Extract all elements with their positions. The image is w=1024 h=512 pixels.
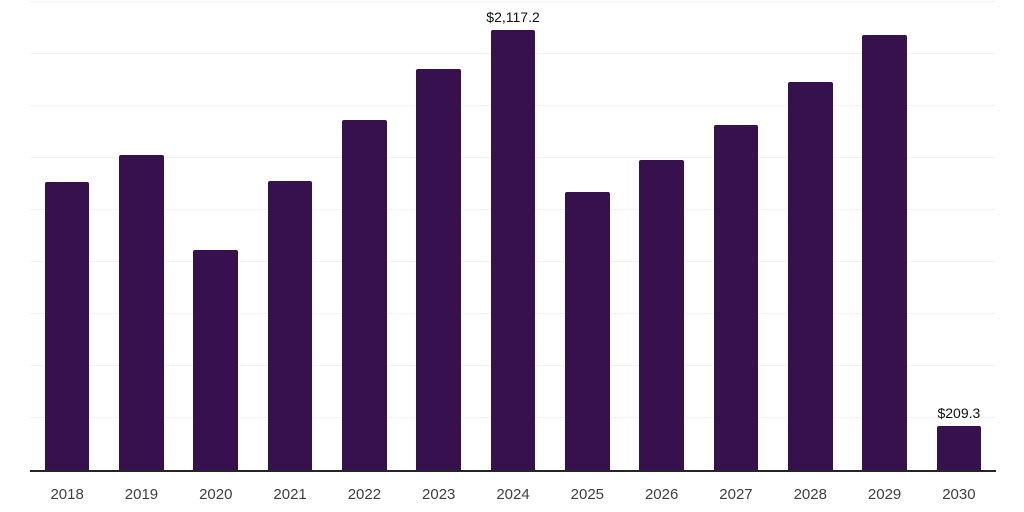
bar-slot-2021 bbox=[253, 2, 327, 470]
bar-slot-2030: $209.3 bbox=[922, 2, 996, 470]
plot-area: $2,117.2 $209.3 bbox=[30, 1, 996, 472]
x-tick-label-2018: 2018 bbox=[50, 486, 84, 503]
bar-2024 bbox=[490, 29, 536, 470]
bar-2018 bbox=[44, 181, 90, 470]
x-tick-label-2023: 2023 bbox=[422, 486, 456, 503]
bar-value-label-2024: $2,117.2 bbox=[486, 8, 540, 25]
bar-2021 bbox=[267, 180, 313, 470]
bars-row: $2,117.2 $209.3 bbox=[30, 2, 996, 470]
bar-slot-2020 bbox=[179, 2, 253, 470]
bar-slot-2026 bbox=[625, 2, 699, 470]
bar-2023 bbox=[416, 68, 461, 470]
bar-2030 bbox=[936, 426, 982, 470]
bar-slot-2029 bbox=[847, 2, 921, 470]
x-tick-label-2027: 2027 bbox=[719, 486, 753, 503]
x-tick-label-2028: 2028 bbox=[793, 486, 827, 503]
bar-2027 bbox=[713, 124, 759, 470]
bar-2022 bbox=[342, 119, 387, 470]
bar-2020 bbox=[193, 249, 239, 470]
bar-slot-2018 bbox=[30, 2, 104, 470]
bar-2026 bbox=[639, 160, 684, 470]
bar-slot-2022 bbox=[327, 2, 401, 470]
bar-slot-2023 bbox=[402, 2, 476, 470]
x-tick-label-2021: 2021 bbox=[273, 486, 307, 503]
x-axis: 2018 2019 2020 2021 2022 2023 2024 2025 2026 2027… bbox=[30, 474, 996, 512]
bar-slot-2028 bbox=[773, 2, 847, 470]
bar-slot-2027 bbox=[699, 2, 773, 470]
bar-slot-2024: $2,117.2 bbox=[476, 2, 550, 470]
x-tick-label-2026: 2026 bbox=[644, 486, 679, 503]
x-tick-label-2022: 2022 bbox=[347, 486, 382, 503]
gridline bbox=[30, 1, 996, 2]
x-tick-label-2024: 2024 bbox=[496, 486, 530, 503]
bar-slot-2025 bbox=[550, 2, 624, 470]
bar-value-label-2030: $209.3 bbox=[937, 405, 981, 422]
x-tick-label-2030: 2030 bbox=[942, 486, 976, 503]
bar-2025 bbox=[565, 192, 610, 470]
x-tick-label-2019: 2019 bbox=[124, 486, 159, 503]
x-tick-label-2020: 2020 bbox=[199, 486, 233, 503]
bar-slot-2019 bbox=[104, 2, 178, 470]
x-tick-label-2025: 2025 bbox=[570, 486, 605, 503]
bar-2029 bbox=[862, 35, 907, 470]
bar-2019 bbox=[119, 154, 164, 470]
x-tick-label-2029: 2029 bbox=[867, 486, 902, 503]
bar-2028 bbox=[787, 82, 833, 470]
